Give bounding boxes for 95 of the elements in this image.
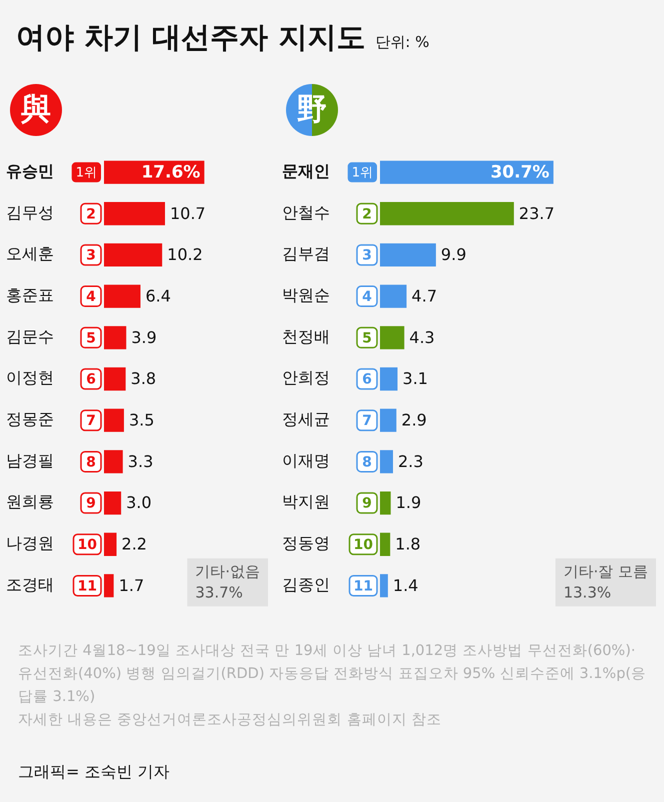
data-label: 1.9 — [396, 493, 422, 512]
annotation: 5 — [86, 330, 96, 346]
bar — [104, 202, 165, 226]
data-label: 17.6% — [141, 162, 200, 183]
bar — [104, 326, 126, 350]
annotation: 6 — [362, 372, 372, 388]
annotation: 2 — [362, 206, 372, 222]
data-label: 4.3 — [409, 328, 435, 347]
annotation: 기타·없음 33.7% — [195, 562, 260, 602]
y-tick-label: 유승민 — [6, 161, 54, 180]
y-tick-label: 조경태 — [6, 574, 54, 594]
bar — [104, 574, 114, 598]
y-tick-label: 남경필 — [6, 450, 54, 470]
data-label: 3.0 — [126, 493, 152, 512]
data-label: 4.7 — [412, 286, 438, 306]
y-tick-label: 안철수 — [282, 202, 330, 222]
y-tick-label: 정동영 — [282, 534, 330, 553]
bar — [380, 160, 554, 184]
bar — [104, 532, 117, 556]
text: 기타·잘 모름 13.3% — [563, 562, 648, 602]
y-tick-label: 안희정 — [282, 368, 330, 388]
bar — [104, 450, 123, 474]
data-label: 30.7% — [490, 162, 550, 183]
y-tick-label: 천정배 — [282, 326, 330, 346]
y-tick-label: 정세균 — [282, 410, 330, 428]
y-tick-label: 이재명 — [282, 450, 330, 470]
annotation: 3 — [362, 248, 372, 264]
text: 단위: % — [375, 33, 430, 51]
y-tick-label: 정몽준 — [6, 410, 54, 428]
data-label: 3.8 — [130, 369, 156, 388]
annotation: 7 — [86, 412, 96, 429]
bar — [380, 284, 407, 308]
annotation: 4 — [362, 288, 372, 305]
y-tick-label: 이정현 — [6, 368, 54, 388]
data-label: 1.4 — [392, 576, 418, 595]
bar — [380, 408, 396, 432]
annotation: 10 — [354, 537, 374, 554]
data-label: 2.9 — [401, 410, 427, 430]
data-label: 6.4 — [145, 286, 171, 306]
annotation: 8 — [362, 454, 372, 470]
annotation: 11 — [78, 578, 97, 594]
y-tick-label: 김무성 — [6, 202, 54, 222]
annotation: 5 — [362, 330, 372, 346]
bar — [380, 367, 398, 391]
y-tick-label: 나경원 — [6, 534, 54, 553]
data-label: 1.8 — [395, 534, 421, 554]
annotation: 11 — [354, 578, 373, 594]
y-tick-label: 김종인 — [282, 574, 330, 594]
y-tick-label: 문재인 — [282, 161, 330, 180]
bar — [380, 326, 404, 350]
data-label: 3.3 — [128, 452, 154, 471]
data-label: 23.7 — [518, 204, 555, 223]
annotation: 1위 — [76, 166, 98, 181]
annotation: 6 — [86, 372, 96, 388]
y-tick-label: 박지원 — [282, 492, 330, 512]
text: 그래픽= 조숙빈 기자 — [18, 762, 170, 783]
y-tick-label: 오세훈 — [6, 244, 54, 264]
data-label: 1.7 — [118, 576, 144, 595]
annotation: 4 — [86, 288, 96, 305]
y-tick-label: 홍준표 — [6, 285, 54, 304]
data-label: 3.9 — [131, 328, 157, 347]
bar — [380, 532, 390, 556]
bar — [380, 491, 391, 515]
data-label: 10.7 — [170, 204, 206, 223]
chart-title: 여야 차기 대선주자 지지도 — [16, 20, 366, 54]
bar — [380, 202, 514, 226]
bar — [104, 491, 122, 515]
chart-subtitle: 與 — [10, 84, 62, 136]
bar — [104, 367, 126, 391]
text: 조사기간 4월18~19일 조사대상 전국 만 19세 이상 남녀 1,012명 조사방법 무선전화(60%)·유선전화(40%) 병행 임의걸기(RDD) 자동응답 전화방식 표집오차 95% 신뢰수준에 3.1%p(응답률 3.1%) — [18, 642, 648, 707]
annotation: 8 — [86, 454, 96, 470]
data-label: 2.2 — [122, 534, 147, 554]
data-label: 9.9 — [440, 245, 466, 264]
data-label: 10.2 — [167, 245, 203, 264]
annotation: 2 — [86, 206, 96, 222]
y-tick-label: 박원순 — [282, 285, 330, 304]
bar — [104, 284, 140, 308]
annotation: 9 — [362, 496, 372, 512]
annotation: 9 — [86, 496, 96, 512]
text: 자세한 내용은 중앙선거여론조사공정심의위원회 홈페이지 참조 — [18, 711, 442, 730]
data-label: 3.5 — [128, 410, 154, 430]
annotation: 7 — [362, 412, 372, 429]
data-label: 2.3 — [398, 452, 424, 471]
annotation: 1위 — [352, 166, 374, 181]
bar — [104, 408, 124, 432]
annotation: 10 — [78, 537, 98, 554]
y-tick-label: 김부겸 — [282, 244, 330, 264]
bar — [104, 243, 162, 267]
y-tick-label: 원희룡 — [6, 492, 54, 512]
annotation: 3 — [86, 248, 96, 264]
y-tick-label: 김문수 — [6, 326, 54, 346]
bar — [380, 574, 388, 598]
bar — [380, 243, 436, 267]
bar — [380, 450, 393, 474]
data-label: 3.1 — [402, 369, 428, 388]
